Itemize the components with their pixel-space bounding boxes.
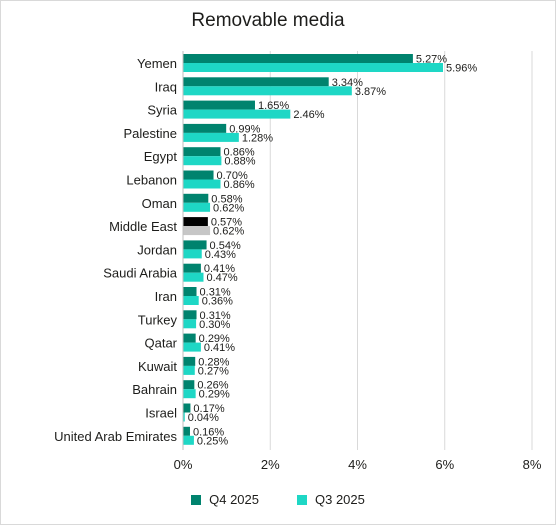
category-label-syria: Syria bbox=[147, 103, 177, 118]
legend: Q4 2025 Q3 2025 bbox=[0, 492, 556, 507]
bar-q4-united-arab-emirates bbox=[183, 426, 190, 436]
bar-q4-qatar bbox=[183, 333, 196, 343]
legend-swatch-q4 bbox=[191, 494, 202, 505]
value-label-q3-saudi-arabia: 0.47% bbox=[207, 272, 238, 284]
value-label-q4-qatar: 0.29% bbox=[199, 333, 230, 345]
legend-label-q4: Q4 2025 bbox=[209, 492, 259, 507]
value-label-q4-oman: 0.58% bbox=[211, 193, 242, 205]
category-label-israel: Israel bbox=[145, 406, 177, 421]
category-label-oman: Oman bbox=[142, 196, 177, 211]
bar-q4-middle-east bbox=[183, 217, 208, 227]
bar-q4-lebanon bbox=[183, 170, 214, 180]
value-label-q3-lebanon: 0.86% bbox=[224, 179, 255, 191]
bar-q3-jordan bbox=[183, 249, 202, 259]
bar-q3-turkey bbox=[183, 319, 197, 329]
bar-q4-iran bbox=[183, 287, 197, 296]
legend-item-q4: Q4 2025 bbox=[191, 492, 259, 507]
value-label-q4-israel: 0.17% bbox=[193, 403, 224, 415]
bar-chart: 0% 2% 4% 6% 8% Yemen 5.27%5.96% Iraq 3.34%3.87% S… bbox=[54, 51, 542, 472]
category-label-turkey: Turkey bbox=[138, 312, 178, 327]
bar-q4-kuwait bbox=[183, 356, 196, 366]
value-label-q4-middle-east: 0.57% bbox=[211, 217, 242, 229]
value-label-q4-united-arab-emirates: 0.16% bbox=[193, 426, 224, 438]
bar-q3-iran bbox=[183, 296, 199, 305]
bar-q4-palestine bbox=[183, 123, 227, 133]
bar-q4-turkey bbox=[183, 310, 197, 320]
category-label-middle-east: Middle East bbox=[109, 219, 177, 234]
value-label-q3-egypt: 0.88% bbox=[224, 156, 255, 168]
value-label-q4-jordan: 0.54% bbox=[210, 240, 241, 252]
value-label-q3-qatar: 0.41% bbox=[204, 342, 235, 354]
value-label-q4-bahrain: 0.26% bbox=[197, 380, 228, 392]
bar-q4-saudi-arabia bbox=[183, 263, 201, 273]
value-label-q3-yemen: 5.96% bbox=[446, 63, 477, 75]
value-label-q3-iraq: 3.87% bbox=[355, 86, 386, 98]
category-label-iran: Iran bbox=[155, 289, 177, 304]
bar-q3-middle-east bbox=[183, 226, 211, 236]
bar-q4-oman bbox=[183, 193, 209, 203]
x-tick-label-1: 2% bbox=[261, 457, 280, 472]
bar-q4-jordan bbox=[183, 240, 207, 250]
bar-q3-israel bbox=[183, 412, 185, 422]
category-label-kuwait: Kuwait bbox=[138, 359, 177, 374]
category-label-iraq: Iraq bbox=[155, 79, 177, 94]
x-tick-label-0: 0% bbox=[174, 457, 193, 472]
category-label-saudi-arabia: Saudi Arabia bbox=[103, 266, 177, 281]
bar-q3-yemen bbox=[183, 63, 444, 72]
bar-q4-bahrain bbox=[183, 380, 195, 390]
bar-q3-palestine bbox=[183, 132, 239, 142]
legend-swatch-q3 bbox=[297, 494, 307, 505]
value-label-q3-syria: 2.46% bbox=[293, 109, 324, 121]
value-label-q4-iran: 0.31% bbox=[200, 287, 231, 299]
category-label-yemen: Yemen bbox=[137, 56, 177, 71]
bar-q4-syria bbox=[183, 100, 255, 110]
value-label-q4-turkey: 0.31% bbox=[200, 310, 231, 322]
value-label-q4-palestine: 0.99% bbox=[229, 123, 260, 135]
category-label-united-arab-emirates: United Arab Emirates bbox=[54, 429, 177, 444]
bar-q3-saudi-arabia bbox=[183, 272, 204, 282]
bar-q3-bahrain bbox=[183, 389, 196, 399]
value-label-q4-lebanon: 0.70% bbox=[217, 170, 248, 182]
value-label-q4-syria: 1.65% bbox=[258, 100, 289, 112]
value-label-q3-turkey: 0.30% bbox=[199, 319, 230, 331]
value-label-q4-egypt: 0.86% bbox=[224, 147, 255, 159]
value-label-q4-saudi-arabia: 0.41% bbox=[204, 263, 235, 275]
bar-q4-iraq bbox=[183, 77, 329, 87]
x-tick-label-2: 4% bbox=[348, 457, 367, 472]
category-label-egypt: Egypt bbox=[144, 149, 178, 164]
bar-q3-kuwait bbox=[183, 365, 195, 375]
bar-q3-iraq bbox=[183, 86, 352, 96]
bar-q4-israel bbox=[183, 403, 191, 413]
value-label-q4-kuwait: 0.28% bbox=[198, 356, 229, 368]
category-label-lebanon: Lebanon bbox=[126, 173, 177, 188]
bar-q4-egypt bbox=[183, 147, 221, 157]
bar-q3-lebanon bbox=[183, 179, 221, 189]
bar-q3-united-arab-emirates bbox=[183, 435, 194, 445]
x-tick-label-3: 6% bbox=[435, 457, 454, 472]
value-label-q3-jordan: 0.43% bbox=[205, 249, 236, 261]
bar-q4-yemen bbox=[183, 54, 413, 63]
value-label-q3-kuwait: 0.27% bbox=[198, 365, 229, 377]
x-tick-label-4: 8% bbox=[523, 457, 542, 472]
category-label-jordan: Jordan bbox=[137, 242, 177, 257]
value-label-q3-iran: 0.36% bbox=[202, 296, 233, 308]
value-label-q3-oman: 0.62% bbox=[213, 202, 244, 214]
value-label-q4-iraq: 3.34% bbox=[332, 77, 363, 89]
category-label-qatar: Qatar bbox=[144, 336, 177, 351]
bar-q3-egypt bbox=[183, 156, 222, 166]
legend-item-q3: Q3 2025 bbox=[297, 492, 365, 507]
bar-q3-oman bbox=[183, 202, 211, 212]
category-label-bahrain: Bahrain bbox=[132, 382, 177, 397]
value-label-q3-united-arab-emirates: 0.25% bbox=[197, 435, 228, 447]
value-label-q3-palestine: 1.28% bbox=[242, 132, 273, 144]
value-label-q4-yemen: 5.27% bbox=[416, 54, 447, 66]
bar-q3-qatar bbox=[183, 342, 201, 352]
legend-label-q3: Q3 2025 bbox=[315, 492, 365, 507]
value-label-q3-israel: 0.04% bbox=[188, 412, 219, 424]
bar-q3-syria bbox=[183, 109, 291, 119]
value-label-q3-bahrain: 0.29% bbox=[199, 389, 230, 401]
category-label-palestine: Palestine bbox=[124, 126, 177, 141]
value-label-q3-middle-east: 0.62% bbox=[213, 226, 244, 238]
chart-title: Removable media bbox=[191, 10, 345, 31]
